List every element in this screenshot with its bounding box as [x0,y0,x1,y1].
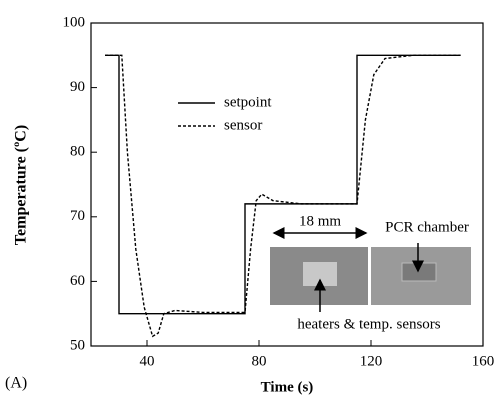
annotation: heaters & temp. sensors [297,316,440,332]
y-tick-label: 80 [70,144,85,160]
y-tick-label: 70 [70,208,85,224]
annotation: PCR chamber [385,219,469,235]
inset-photo [270,227,471,337]
series-line [105,54,461,338]
x-tick-label: 120 [360,353,383,369]
x-axis-label: Time (s) [261,379,314,395]
series-line [105,54,461,315]
x-tick-label: 80 [252,353,267,369]
x-tick-label: 160 [472,353,495,369]
panel-label: (A) [5,375,27,392]
y-axis-label: Temperature (ºC) [13,125,30,245]
x-tick-label: 40 [140,353,155,369]
legend-label: sensor [224,117,262,133]
annotation: 18 mm [299,213,341,229]
plot-frame [90,22,484,347]
legend-label: setpoint [224,94,272,110]
y-tick-label: 100 [63,14,86,30]
y-tick-label: 50 [70,337,85,353]
y-tick-label: 90 [70,79,85,95]
y-tick-label: 60 [70,273,85,289]
